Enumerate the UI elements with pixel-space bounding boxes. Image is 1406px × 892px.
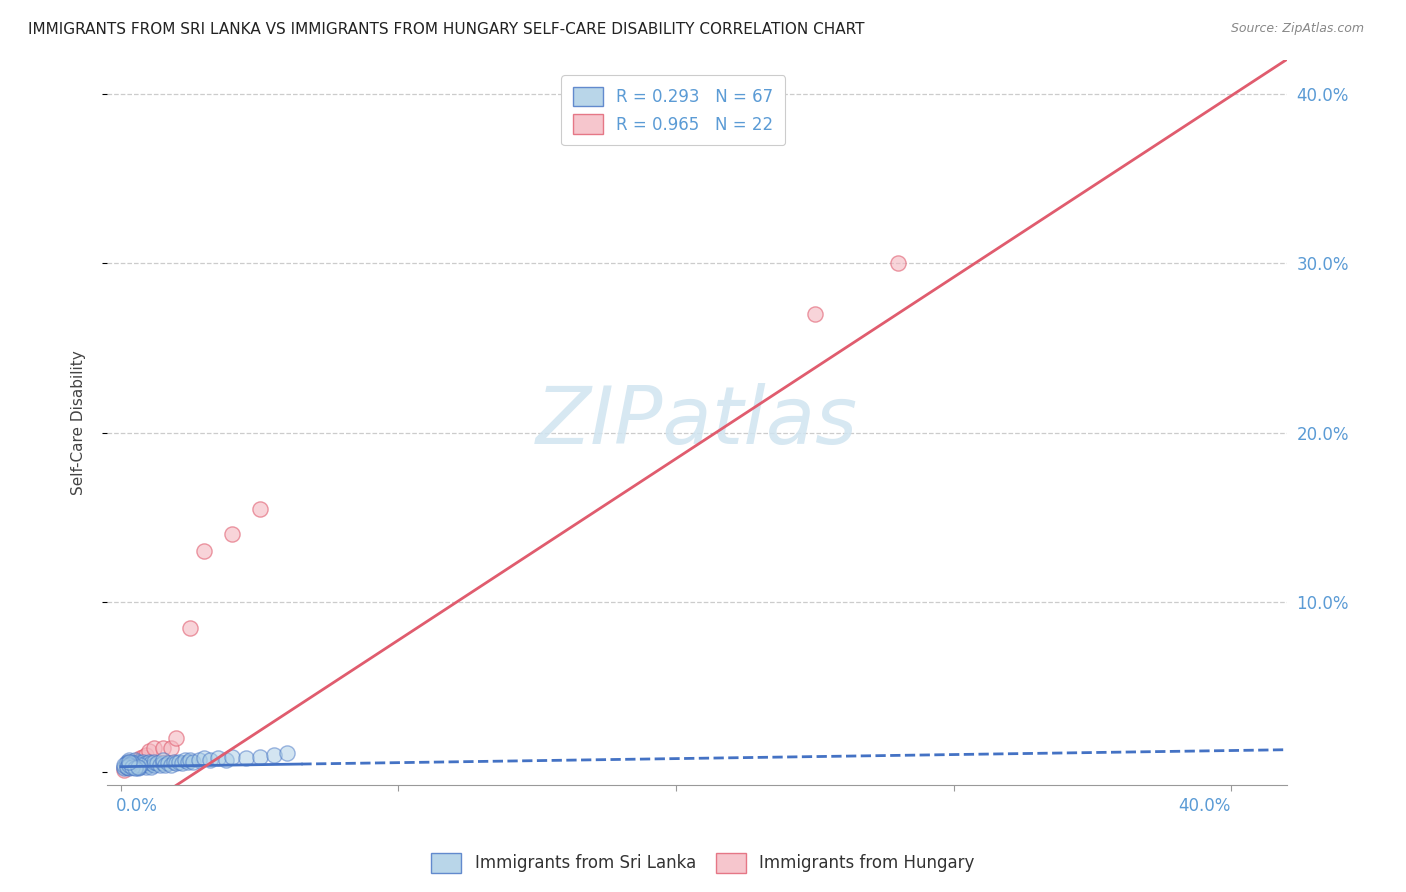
Point (118, 753, 141, 767)
Point (112, 758, 135, 772)
Point (121, 758, 143, 772)
Point (129, 751, 152, 765)
Point (135, 756, 157, 771)
Point (118, 755, 141, 769)
Point (112, 763, 135, 777)
Point (160, 741, 183, 756)
Point (160, 758, 183, 772)
Point (887, 256, 910, 270)
Point (157, 756, 180, 771)
Point (115, 756, 138, 771)
Point (124, 755, 146, 769)
Point (176, 755, 198, 769)
Point (146, 756, 169, 771)
Point (115, 758, 138, 772)
Point (198, 753, 221, 767)
Point (215, 753, 238, 767)
Point (166, 756, 188, 771)
Point (121, 760, 143, 774)
Point (132, 749, 155, 764)
Point (127, 761, 149, 775)
Point (115, 758, 138, 772)
Point (118, 761, 141, 775)
Point (152, 741, 174, 756)
Point (276, 746, 298, 760)
Point (804, 307, 827, 321)
Text: ZIPatlas: ZIPatlas (536, 384, 858, 461)
Point (155, 758, 177, 772)
Point (124, 760, 146, 774)
Point (129, 758, 152, 772)
Point (249, 502, 271, 516)
Point (124, 760, 146, 774)
Point (132, 758, 155, 772)
Point (141, 756, 163, 771)
Point (179, 621, 201, 635)
Point (138, 755, 160, 769)
Point (118, 760, 141, 774)
Point (124, 753, 146, 767)
Point (118, 758, 141, 772)
Point (115, 755, 138, 769)
Point (118, 755, 141, 769)
Text: 0.0%: 0.0% (115, 797, 157, 815)
Point (124, 761, 146, 775)
Point (141, 760, 163, 774)
Point (235, 751, 257, 765)
Point (207, 751, 229, 765)
Point (129, 760, 152, 774)
Point (124, 756, 146, 771)
Point (143, 741, 166, 756)
Point (118, 756, 141, 771)
Point (115, 760, 138, 774)
Point (115, 760, 138, 774)
Point (127, 755, 149, 769)
Point (138, 744, 160, 758)
Y-axis label: Self-Care Disability: Self-Care Disability (72, 350, 86, 495)
Point (127, 753, 149, 767)
Text: IMMIGRANTS FROM SRI LANKA VS IMMIGRANTS FROM HUNGARY SELF-CARE DISABILITY CORREL: IMMIGRANTS FROM SRI LANKA VS IMMIGRANTS … (28, 22, 865, 37)
Point (163, 755, 186, 769)
Point (143, 755, 166, 769)
Point (138, 758, 160, 772)
Point (193, 751, 215, 765)
Point (121, 758, 143, 772)
Point (127, 760, 149, 774)
Point (121, 756, 143, 771)
Point (181, 755, 204, 769)
Point (193, 544, 215, 558)
Point (118, 758, 141, 772)
Point (132, 755, 155, 769)
Point (152, 753, 174, 767)
Point (121, 755, 143, 769)
Text: 40.0%: 40.0% (1178, 797, 1232, 815)
Point (166, 731, 188, 745)
Point (221, 749, 243, 764)
Point (135, 747, 157, 762)
Point (187, 753, 209, 767)
Text: Source: ZipAtlas.com: Source: ZipAtlas.com (1230, 22, 1364, 36)
Point (179, 753, 201, 767)
Point (249, 749, 271, 764)
Point (149, 758, 172, 772)
Legend: R = 0.293   N = 67, R = 0.965   N = 22: R = 0.293 N = 67, R = 0.965 N = 22 (561, 75, 785, 145)
Point (129, 756, 152, 771)
Point (118, 758, 141, 772)
Point (221, 527, 243, 541)
Point (143, 758, 166, 772)
Point (127, 758, 149, 772)
Legend: Immigrants from Sri Lanka, Immigrants from Hungary: Immigrants from Sri Lanka, Immigrants fr… (425, 847, 981, 880)
Point (167, 755, 190, 769)
Point (170, 756, 193, 771)
Point (135, 760, 157, 774)
Point (173, 753, 195, 767)
Point (112, 760, 135, 774)
Point (115, 760, 138, 774)
Point (112, 761, 135, 775)
Point (263, 747, 285, 762)
Point (121, 756, 143, 771)
Point (152, 756, 174, 771)
